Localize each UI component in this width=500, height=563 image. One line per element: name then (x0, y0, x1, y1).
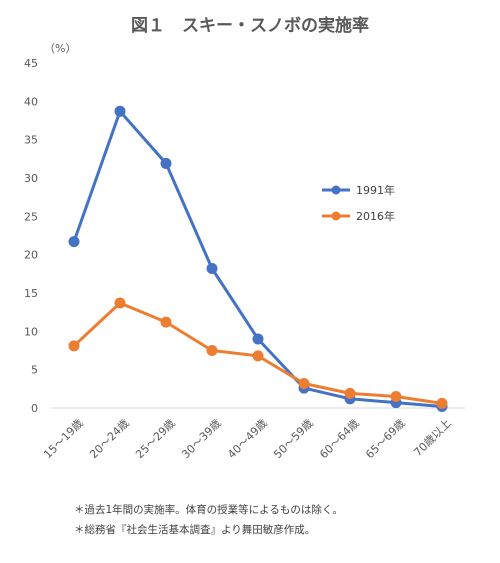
series-1 (68, 297, 448, 409)
legend-item: 1991年 (322, 183, 395, 197)
y-tick-label: 0 (31, 402, 38, 415)
x-tick-label: 70歳以上 (411, 417, 453, 459)
x-axis: 15～19歳 20～24歳 25～29歳 30～39歳 40～49歳 50～59歳 60～6… (41, 407, 465, 462)
data-point (252, 350, 264, 362)
y-tick-label: 25 (24, 210, 38, 223)
legend: 1991年 2016年 (322, 183, 395, 223)
chart-title: 図１ スキー・スノボの実施率 (131, 15, 369, 36)
x-tick-label: 60～64歳 (317, 417, 362, 462)
x-tick-label: 30～39歳 (179, 417, 224, 462)
y-tick-label: 40 (24, 95, 38, 108)
y-tick-label: 10 (24, 325, 38, 338)
data-point (252, 333, 264, 345)
data-point (114, 105, 126, 117)
y-tick-label: 45 (24, 57, 38, 70)
legend-label: 2016年 (356, 209, 395, 223)
legend-marker (331, 211, 341, 221)
data-point (206, 262, 218, 274)
y-tick-label: 20 (24, 249, 38, 262)
x-tick-label: 25～29歳 (133, 417, 178, 462)
legend-label: 1991年 (356, 183, 395, 197)
x-tick-label: 20～24歳 (87, 417, 132, 462)
y-tick-label: 35 (24, 134, 38, 147)
data-point (436, 397, 448, 409)
note-2: ＊総務省『社会生活基本調査』より舞田敏彦作成。 (74, 524, 316, 536)
series-group (68, 105, 448, 412)
data-point (160, 316, 172, 328)
note-1: ＊過去1年間の実施率。体育の授業等によるものは除く。 (74, 504, 343, 516)
x-tick-label: 15～19歳 (41, 417, 86, 462)
data-point (160, 157, 172, 169)
y-tick-label: 30 (24, 172, 38, 185)
legend-item: 2016年 (322, 209, 395, 223)
data-point (298, 377, 310, 389)
data-point (68, 236, 80, 248)
y-tick-label: 5 (31, 364, 38, 377)
legend-marker (331, 185, 341, 195)
data-point (68, 340, 80, 352)
y-tick-label: 15 (24, 287, 38, 300)
y-axis-unit: （%） (44, 42, 76, 55)
data-point (114, 297, 126, 309)
data-point (344, 387, 356, 399)
series-line (72, 109, 444, 408)
x-tick-label: 65～69歳 (363, 417, 408, 462)
y-axis: 0 5 10 15 20 25 30 35 40 45 (24, 57, 38, 415)
x-tick-label: 50～59歳 (271, 417, 316, 462)
series-0 (68, 105, 448, 412)
data-point (206, 345, 218, 356)
data-point (390, 391, 402, 402)
x-tick-label: 40～49歳 (225, 417, 270, 462)
